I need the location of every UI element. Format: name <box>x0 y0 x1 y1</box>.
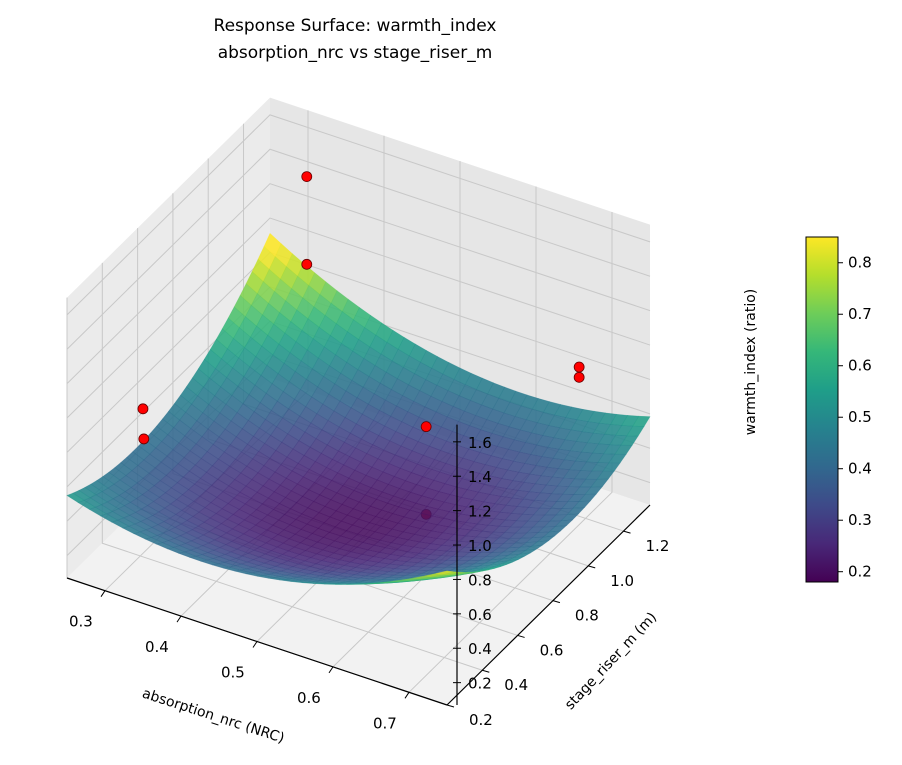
y-tick <box>588 565 596 569</box>
y-axis-line <box>446 504 651 706</box>
x-tick <box>176 615 182 623</box>
x-tick <box>100 590 106 597</box>
gridline-z <box>66 114 651 316</box>
y-tick-label: 0.2 <box>469 711 493 729</box>
y-tick <box>446 704 455 708</box>
gridline-z <box>66 148 651 350</box>
z-axis-label: warmth_index (ratio) <box>743 289 759 436</box>
colorbar-tick-label: 0.3 <box>848 511 872 529</box>
x-tick-label: 0.7 <box>373 714 397 732</box>
z-tick-label: 1.0 <box>468 537 492 555</box>
y-axis-label: stage_riser_m (m) <box>562 609 660 713</box>
data-point <box>420 421 432 433</box>
chart-subtitle: absorption_nrc vs stage_riser_m <box>218 43 493 63</box>
response-surface <box>66 232 651 585</box>
chart-title: Response Surface: warmth_index <box>214 16 497 36</box>
data-point <box>137 403 149 415</box>
data-point <box>573 361 585 373</box>
gridline-x <box>408 211 613 693</box>
data-point <box>301 258 313 270</box>
y-tick-label: 1.2 <box>646 537 670 555</box>
colorbar-tick-label: 0.2 <box>848 563 872 581</box>
y-tick-label: 0.6 <box>540 641 564 659</box>
z-tick-label: 0.6 <box>468 606 492 624</box>
x-tick-label: 0.4 <box>145 638 169 656</box>
colorbar <box>805 236 839 583</box>
y-tick <box>623 530 631 534</box>
y-tick-label: 0.8 <box>575 607 599 625</box>
colorbar-tick-label: 0.6 <box>848 357 872 375</box>
x-tick <box>328 666 334 674</box>
data-point <box>573 371 585 383</box>
data-point <box>138 433 150 445</box>
y-tick <box>552 600 561 604</box>
axes: 0.3 0.4 0.5 0.6 0.7 0.2 0.4 0.6 0.8 1.0 1.2 0.2 0.4 0… <box>66 424 670 732</box>
z-tick-label: 0.2 <box>468 675 492 693</box>
z-tick-label: 1.2 <box>468 503 492 521</box>
x-tick-label: 0.6 <box>297 689 321 707</box>
surface-patch <box>435 570 454 575</box>
y-tick-label: 0.4 <box>504 676 528 694</box>
colorbar-tick-label: 0.4 <box>848 460 872 478</box>
z-tick-label: 1.6 <box>468 434 492 452</box>
x-tick-label: 0.5 <box>221 664 245 682</box>
z-tick-label: 0.4 <box>468 640 492 658</box>
left-pane <box>67 97 270 578</box>
z-tick-label: 0.8 <box>468 571 492 589</box>
gridline-y <box>101 262 483 671</box>
colorbar-tick-label: 0.7 <box>848 305 872 323</box>
colorbar-tick-label: 0.5 <box>848 408 872 426</box>
data-points <box>137 171 585 445</box>
gridline-z <box>66 217 651 419</box>
y-tick <box>482 669 490 673</box>
x-tick <box>404 692 410 699</box>
colorbar-ticks: 0.2 0.3 0.4 0.5 0.6 0.7 0.8 <box>838 254 872 581</box>
colorbar-tick-label: 0.8 <box>848 254 872 272</box>
y-tick-label: 1.0 <box>610 572 634 590</box>
x-axis-label: absorption_nrc (NRC) <box>140 686 286 747</box>
y-tick <box>517 634 525 638</box>
x-tick <box>252 641 258 648</box>
data-point <box>301 171 313 183</box>
gridline-z <box>66 183 651 384</box>
z-tick-label: 1.4 <box>468 468 492 486</box>
x-tick-label: 0.3 <box>69 613 93 631</box>
